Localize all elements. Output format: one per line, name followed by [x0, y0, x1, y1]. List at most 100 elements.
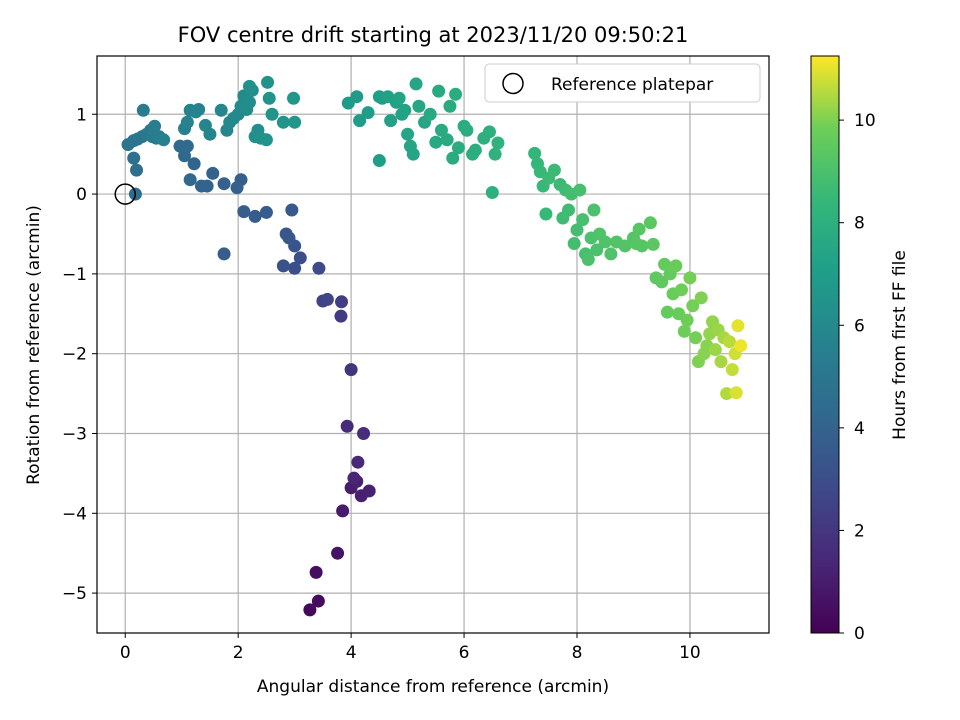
data-point	[372, 154, 386, 168]
data-point	[539, 207, 553, 221]
data-point	[590, 243, 604, 257]
data-point	[443, 99, 457, 113]
data-point	[192, 102, 206, 116]
data-point	[686, 299, 700, 313]
data-point	[347, 471, 361, 485]
data-point	[357, 426, 371, 440]
data-point	[658, 257, 672, 271]
data-point	[570, 223, 584, 237]
colorbar-tick-label: 6	[854, 316, 865, 336]
data-point	[350, 90, 364, 104]
data-point	[708, 343, 722, 357]
data-point	[242, 95, 256, 109]
data-point	[660, 305, 674, 319]
data-point	[157, 133, 171, 147]
data-point	[285, 203, 299, 217]
plot-frame	[96, 55, 770, 634]
data-point	[485, 185, 499, 199]
data-point	[392, 91, 406, 105]
data-point	[344, 363, 358, 377]
data-point	[180, 139, 194, 153]
data-point	[335, 295, 349, 309]
y-tick-label: −3	[62, 424, 87, 444]
data-point	[203, 127, 217, 141]
data-point	[331, 546, 345, 560]
data-point	[446, 151, 460, 165]
data-point	[581, 253, 595, 267]
data-point	[576, 213, 590, 227]
data-point	[311, 594, 325, 608]
x-tick-label: 10	[679, 643, 701, 663]
legend-marker-icon	[502, 72, 524, 95]
data-point	[362, 484, 376, 498]
data-point	[384, 114, 398, 128]
data-point	[488, 147, 502, 161]
x-tick-label: 2	[233, 643, 244, 663]
data-point	[587, 203, 601, 217]
data-point	[714, 355, 728, 369]
data-point	[694, 291, 708, 305]
data-point	[309, 565, 323, 579]
data-point	[287, 91, 301, 105]
data-point	[635, 239, 649, 253]
data-point	[646, 237, 660, 251]
data-point	[353, 114, 367, 128]
data-point	[262, 91, 276, 105]
data-point	[729, 386, 743, 400]
y-tick-label: 0	[76, 185, 87, 205]
data-point	[288, 115, 302, 129]
data-point	[242, 79, 256, 93]
data-point	[409, 77, 423, 91]
data-point	[689, 331, 703, 345]
data-point	[432, 84, 446, 98]
y-tick-label: −4	[62, 504, 87, 524]
data-point	[618, 239, 632, 253]
colorbar-ticks: 0 2 4 6 8 10	[839, 111, 876, 644]
data-point	[567, 237, 581, 251]
data-point	[401, 127, 415, 141]
data-point	[632, 222, 646, 236]
axis-layer: 0 2 4 6 8 10 −5 −4 −3 −2 −1 0 1	[62, 55, 770, 663]
data-point	[674, 283, 688, 297]
y-tick-label: −5	[62, 584, 87, 604]
data-point	[449, 87, 463, 101]
data-point	[683, 271, 697, 285]
colorbar-tick-label: 10	[854, 111, 876, 131]
data-point	[451, 141, 465, 155]
data-point	[406, 147, 420, 161]
data-point	[136, 103, 150, 117]
colorbar-tick-label: 0	[854, 624, 865, 644]
colorbar-gradient	[810, 55, 840, 634]
y-tick-label: 1	[76, 105, 87, 125]
colorbar-tick-label: 2	[854, 521, 865, 541]
colorbar-tick-label: 8	[854, 214, 865, 234]
data-point	[491, 136, 505, 150]
colorbar: 0 2 4 6 8 10 Hours from first FF file	[810, 55, 910, 644]
x-tick-label: 4	[346, 643, 357, 663]
data-point	[194, 179, 208, 193]
data-point	[336, 504, 350, 518]
data-point	[214, 103, 228, 117]
data-point	[423, 107, 437, 121]
data-point	[248, 209, 262, 223]
data-point	[293, 251, 307, 265]
data-point	[312, 261, 326, 275]
data-point	[187, 157, 201, 171]
data-point	[320, 292, 334, 306]
data-point	[598, 235, 612, 249]
data-point	[434, 123, 448, 137]
data-point	[340, 419, 354, 433]
data-point	[655, 275, 669, 289]
data-point	[604, 247, 618, 261]
data-point	[183, 173, 197, 187]
x-tick-label: 6	[459, 643, 470, 663]
data-point	[460, 123, 474, 137]
data-point	[440, 133, 454, 147]
data-point	[279, 227, 293, 241]
data-point	[127, 151, 141, 165]
data-point	[180, 115, 194, 129]
data-point	[206, 166, 220, 180]
data-point	[259, 205, 273, 219]
